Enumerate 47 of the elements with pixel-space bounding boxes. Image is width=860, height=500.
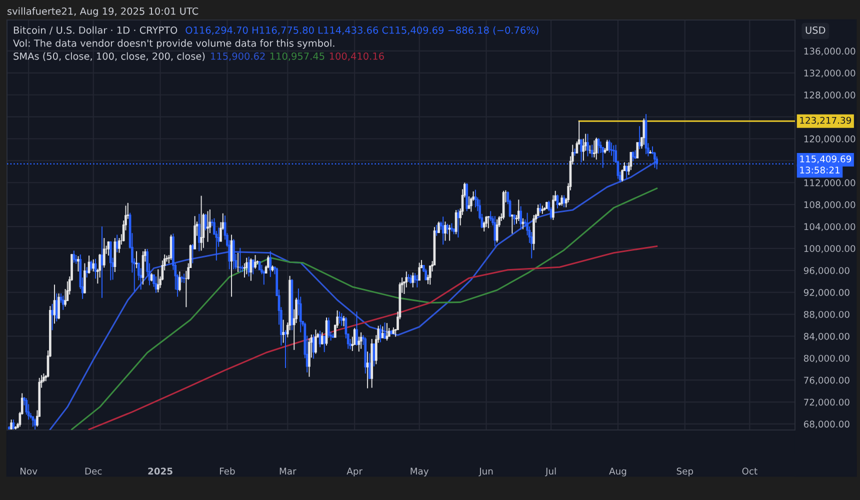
y-tick-label: 76,000.00 xyxy=(804,376,850,385)
annotation: SMAs (50, close, 100, close, 200, close) xyxy=(14,52,205,61)
text: svillafuerte21, Aug 19, 2025 10:01 UTC xyxy=(8,7,198,17)
y-tick-label: 72,000.00 xyxy=(804,398,850,407)
y-tick-label: 68,000.00 xyxy=(804,420,850,429)
x-tick-label: 2025 xyxy=(148,468,172,475)
annotation: 13:58:21 xyxy=(800,166,840,174)
annotation: O116,294.70 H116,775.80 L114,433.66 C115,409.69 −886.18 (−0.76%) xyxy=(186,26,538,35)
annotation: Vol: The data vendor doesn't provide volume data for this symbol. xyxy=(13,39,334,49)
candlestick xyxy=(258,261,261,270)
text: Bitcoin / U.S. Dollar · 1D · CRYPTO xyxy=(14,26,178,35)
ref-line-label: 115,409.69 xyxy=(800,155,852,164)
line-series xyxy=(88,245,658,430)
y-tick-label: 136,000.00 xyxy=(804,48,856,56)
y-axis-title: USD xyxy=(806,26,826,34)
x-tick-label: May xyxy=(410,468,429,476)
annotation: 123,217.39 xyxy=(800,116,852,125)
x-tick-label: Apr xyxy=(346,468,363,476)
x-tick-label: Feb xyxy=(220,468,235,475)
candlestick xyxy=(636,142,639,158)
y-tick-label: 96,000.00 xyxy=(804,267,850,275)
x-tick-label: Mar xyxy=(280,468,296,475)
y-tick-label: 84,000.00 xyxy=(804,332,850,341)
y-tick-label: 112,000.00 xyxy=(804,179,856,188)
y-tick-label: 92,000.00 xyxy=(804,289,850,297)
candlestick xyxy=(546,202,548,209)
y-tick-label: 132,000.00 xyxy=(804,70,856,78)
x-tick-label: Oct xyxy=(742,468,758,475)
y-tick-label: 88,000.00 xyxy=(804,310,850,319)
annotation: 100,410.16 xyxy=(330,52,384,61)
x-tick-label: Aug xyxy=(609,468,626,476)
y-tick-label: 80,000.00 xyxy=(804,354,850,363)
annotation: 110,957.45 xyxy=(270,52,324,61)
candlestick xyxy=(574,148,576,156)
x-tick-label: Jul xyxy=(545,468,556,476)
x-tick-label: Sep xyxy=(676,468,694,476)
y-tick-label: 108,000.00 xyxy=(804,201,856,210)
y-tick-label: 100,000.00 xyxy=(804,245,856,253)
x-tick-label: Dec xyxy=(85,468,102,475)
y-tick-label: 104,000.00 xyxy=(804,223,856,232)
x-tick-label: Jun xyxy=(478,468,493,476)
candlestick xyxy=(180,276,184,282)
candlestick xyxy=(649,150,652,154)
y-tick-label: 128,000.00 xyxy=(804,92,856,100)
y-tick-label: 120,000.00 xyxy=(804,135,856,144)
annotation: 115,900.62 xyxy=(211,52,265,61)
x-tick-label: Nov xyxy=(20,468,38,475)
